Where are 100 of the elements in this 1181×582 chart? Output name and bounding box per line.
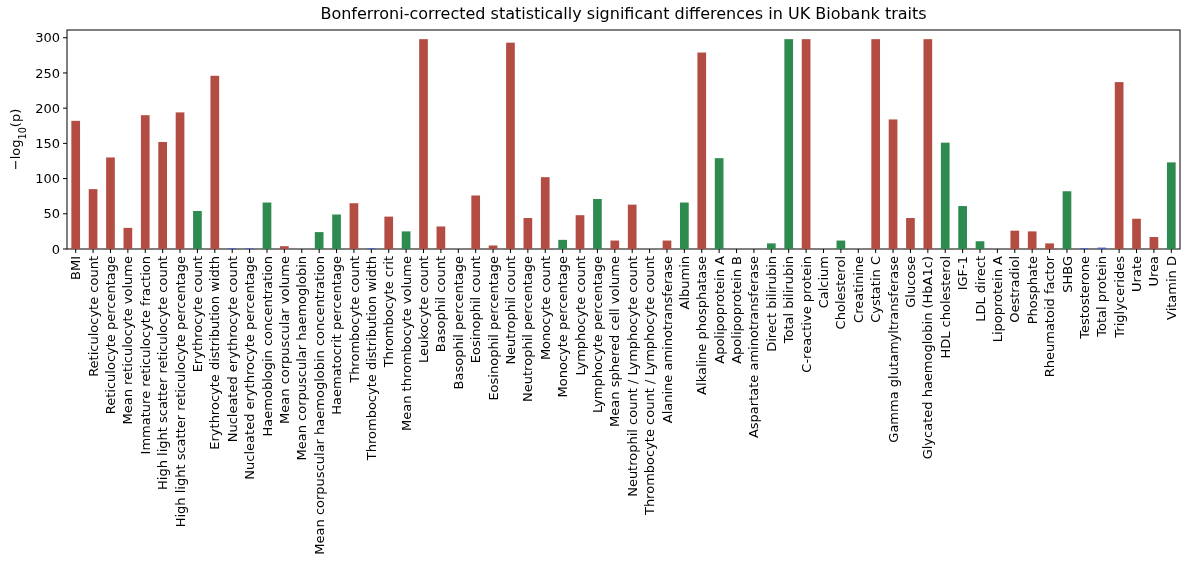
x-tick-label: Basophil count: [433, 256, 449, 353]
x-tick-label: Thrombocyte count: [346, 256, 362, 384]
x-tick-label: Nucleated erythrocyte percentage: [242, 256, 258, 480]
x-tick-label: Mean corpuscular haemoglobin: [294, 256, 310, 461]
x-tick-label: Reticulocyte count: [85, 256, 101, 377]
bar: [940, 142, 950, 249]
y-tick-label: 200: [35, 100, 60, 116]
x-tick-label: Aspartate aminotransferase: [746, 256, 762, 439]
bar: [123, 227, 133, 249]
x-tick-label: IGF-1: [955, 256, 971, 291]
y-tick-label: 300: [35, 30, 60, 46]
x-tick-label: Thrombocyte crit: [381, 256, 397, 369]
x-tick-label: Thrombocyte count / Lymphocyte count: [642, 256, 658, 517]
bar: [349, 203, 359, 249]
bar: [593, 199, 602, 249]
bar: [71, 120, 81, 249]
x-tick-label: C-reactive protein: [798, 256, 814, 373]
x-tick-label: Neutrophil percentage: [520, 256, 536, 402]
x-tick-label: Cystatin C: [868, 256, 884, 323]
bar: [419, 39, 428, 249]
x-tick-label: Neutrophil count: [503, 256, 519, 365]
bar: [523, 218, 533, 249]
x-tick-label: Lipoprotein A: [989, 255, 1005, 343]
bar: [1166, 162, 1176, 249]
y-tick-label: 250: [35, 65, 60, 81]
x-tick-label: Mean reticulocyte volume: [120, 256, 136, 425]
bar: [506, 42, 515, 249]
x-tick-label: Rheumatoid factor: [1042, 255, 1058, 378]
x-tick-label: High light scatter reticulocyte percentage: [172, 256, 188, 528]
x-tick-label: Eosinophil count: [468, 256, 484, 364]
bar: [923, 39, 933, 249]
x-tick-label: Erythrocyte count: [189, 256, 205, 373]
bar: [1062, 191, 1072, 249]
bar: [471, 195, 481, 249]
x-tick-label: Nucleated erythrocyte count: [224, 256, 240, 443]
x-tick-label: Lymphocyte percentage: [589, 256, 605, 413]
bar: [697, 52, 707, 249]
bar: [401, 231, 411, 249]
bar: [88, 189, 98, 249]
x-tick-label: Phosphate: [1024, 256, 1040, 325]
bar: [1132, 218, 1141, 249]
x-tick-label: Neutrophil count / Lymphocyte count: [624, 256, 640, 497]
x-tick-label: Testosterone: [1076, 256, 1092, 340]
x-tick-label: Basophil percentage: [450, 256, 466, 390]
bar: [106, 157, 115, 249]
x-tick-label: Haemoblogin concentration: [259, 256, 275, 437]
bar: [175, 112, 185, 249]
bar: [1045, 243, 1054, 249]
x-tick-label: Triglycerides: [1111, 255, 1127, 339]
y-tick-label: 150: [35, 135, 60, 151]
x-tick-label: SHBG: [1059, 256, 1075, 293]
x-tick-label: Mean corpuscular haemoglobin concentration: [311, 256, 327, 555]
bar: [436, 226, 446, 249]
x-tick-label: Apolipoprotein A: [711, 255, 727, 364]
bar: [680, 202, 689, 249]
x-tick-label: Alanine aminotransferase: [659, 256, 675, 424]
bar: [888, 119, 898, 249]
x-tick-label: Glucose: [903, 256, 918, 308]
x-tick-label: BMI: [68, 256, 84, 280]
bar: [314, 232, 324, 249]
bar: [610, 240, 620, 249]
x-tick-label: Total bilirubin: [781, 256, 797, 345]
bar: [627, 204, 637, 249]
y-tick-label: 0: [51, 241, 60, 257]
x-tick-label: Thrombocyte distribution width: [363, 256, 379, 462]
bar: [958, 206, 967, 249]
y-tick-label: 50: [43, 206, 60, 222]
bar: [575, 215, 585, 249]
x-tick-label: Mean sphered cell volume: [607, 256, 623, 427]
x-tick-label: Urate: [1129, 256, 1145, 292]
x-tick-label: Mean thrombocyte volume: [398, 256, 414, 431]
x-tick-label: Oestradiol: [1007, 256, 1023, 323]
x-tick-label: Urea: [1146, 256, 1162, 287]
x-tick-label: Albumin: [676, 256, 692, 310]
bar: [280, 246, 289, 249]
bar: [714, 158, 724, 249]
bar: [262, 202, 272, 249]
x-tick-label: Lymphocyte count: [572, 256, 588, 376]
bar: [1114, 82, 1124, 249]
bar: [975, 241, 985, 249]
x-tick-label: Glycated haemoglobin (HbA1c): [920, 256, 936, 460]
x-tick-label: Immature reticulocyte fraction: [137, 256, 153, 455]
bar: [784, 39, 794, 249]
x-tick-label: Apolipoprotein B: [729, 256, 745, 364]
bar: [384, 216, 394, 249]
bar: [906, 218, 915, 249]
x-tick-label: Vitamin D: [1163, 256, 1179, 320]
bar: [158, 141, 167, 249]
x-tick-label: Gamma glutamyltransferase: [885, 256, 901, 443]
bar: [1149, 237, 1159, 249]
bar: [193, 210, 202, 249]
bar: [210, 75, 220, 249]
x-tick-label: Erythrocyte distribution width: [207, 256, 223, 450]
x-tick-label: LDL direct: [972, 256, 988, 322]
bar: [801, 39, 811, 249]
x-tick-label: Monocyte count: [537, 256, 553, 361]
bar: [558, 239, 567, 249]
x-tick-label: Monocyte percentage: [555, 256, 571, 398]
bar: [140, 115, 150, 249]
bar: [1010, 230, 1020, 249]
